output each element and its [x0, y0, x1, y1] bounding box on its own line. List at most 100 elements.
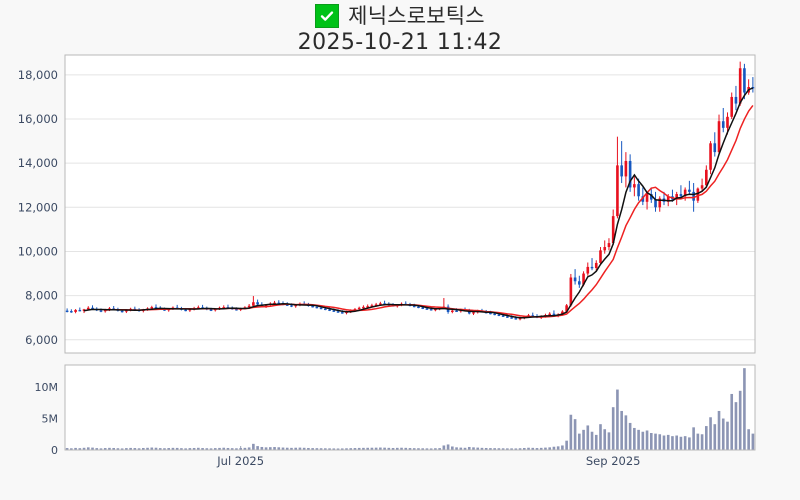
- candlestick-chart[interactable]: 6,000 8,000 10,000 12,000 14,000 16,000 18,000…: [0, 52, 800, 500]
- candle-body: [421, 307, 425, 309]
- volume-bar: [82, 447, 86, 450]
- candle-body: [285, 304, 289, 306]
- volume-bar: [332, 448, 336, 450]
- volume-bar: [451, 446, 454, 450]
- volume-bar: [628, 422, 632, 450]
- volume-bar: [561, 445, 564, 450]
- candle-body: [709, 143, 712, 170]
- volume-bar: [137, 448, 141, 450]
- volume-bar: [125, 448, 128, 450]
- volume-bar: [404, 447, 408, 450]
- candle-body: [311, 305, 314, 308]
- volume-bar: [103, 448, 107, 450]
- volume-bar: [734, 402, 738, 450]
- volume-ytick-label: 0: [51, 444, 58, 457]
- volume-bar: [256, 446, 259, 450]
- volume-bar: [616, 389, 619, 450]
- volume-bar: [112, 447, 115, 450]
- volume-bar: [641, 431, 645, 450]
- price-ytick-label: 18,000: [18, 68, 58, 82]
- candle-body: [738, 68, 742, 104]
- chart-container[interactable]: 6,000 8,000 10,000 12,000 14,000 16,000 18,000…: [0, 52, 800, 500]
- volume-bar: [603, 429, 607, 450]
- candle-body: [120, 310, 124, 313]
- volume-bar: [374, 447, 378, 450]
- candle-body: [603, 247, 607, 251]
- volume-bar: [302, 447, 306, 450]
- candle-body: [666, 196, 670, 202]
- volume-bar: [688, 437, 691, 450]
- volume-bar: [442, 445, 446, 450]
- price-ytick-label: 16,000: [18, 112, 58, 126]
- candle-body: [150, 307, 154, 309]
- volume-bar: [353, 448, 357, 450]
- volume-bar: [395, 447, 399, 450]
- volume-bar: [463, 447, 467, 450]
- candle-body: [65, 310, 69, 313]
- candle-body: [510, 317, 513, 319]
- candle-body: [675, 194, 678, 200]
- volume-bar: [480, 447, 484, 450]
- volume-bar: [658, 434, 662, 450]
- volume-bar: [497, 448, 501, 450]
- candle-body: [467, 310, 471, 314]
- volume-bar: [379, 447, 382, 450]
- volume-bar: [133, 448, 137, 450]
- volume-bar: [738, 390, 742, 450]
- candle-body: [649, 194, 653, 200]
- candle-body: [264, 304, 268, 307]
- volume-bar: [184, 448, 187, 450]
- volume-bar: [298, 447, 302, 450]
- candle-body: [103, 309, 107, 312]
- candle-body: [91, 307, 94, 310]
- volume-bar: [713, 424, 717, 450]
- candle-body: [429, 309, 433, 311]
- x-tick-label: Jul 2025: [216, 454, 264, 468]
- candle-body: [362, 306, 365, 309]
- volume-bar: [620, 410, 623, 450]
- volume-bar: [357, 447, 361, 450]
- volume-bar: [599, 424, 602, 450]
- volume-bar: [434, 448, 437, 450]
- candle-body: [573, 277, 577, 282]
- check-icon[interactable]: [315, 4, 340, 28]
- candle-body: [654, 199, 657, 208]
- volume-bar: [391, 447, 395, 450]
- volume-bar: [239, 448, 242, 450]
- volume-bar: [285, 447, 289, 450]
- candle-body: [489, 312, 492, 315]
- volume-bar: [501, 448, 505, 450]
- price-ytick-label: 12,000: [18, 200, 58, 214]
- volume-bar: [743, 368, 746, 450]
- candle-body: [319, 307, 323, 310]
- volume-bar: [535, 448, 539, 450]
- volume-bar: [78, 448, 82, 450]
- candle-body: [493, 313, 496, 316]
- volume-bar: [467, 446, 471, 450]
- candle-body: [616, 165, 619, 217]
- volume-bar: [264, 447, 268, 450]
- candle-body: [417, 306, 420, 309]
- candle-body: [78, 309, 82, 312]
- volume-bar: [383, 447, 386, 450]
- volume-bar: [222, 447, 226, 450]
- volume-bar: [116, 448, 120, 450]
- candle-body: [751, 87, 755, 89]
- price-ytick-label: 6,000: [25, 333, 58, 347]
- candle-body: [451, 310, 454, 313]
- candle-body: [455, 310, 458, 313]
- candle-body: [324, 308, 327, 311]
- volume-bar: [175, 447, 179, 450]
- volume-bar: [611, 407, 615, 450]
- candle-body: [497, 314, 501, 316]
- volume-bar: [268, 447, 272, 450]
- volume-bar: [717, 410, 721, 450]
- volume-bar: [336, 448, 340, 450]
- candle-body: [730, 96, 734, 117]
- volume-bar: [666, 434, 670, 450]
- candle-body: [163, 309, 166, 311]
- volume-bar: [412, 448, 416, 450]
- candle-body: [425, 308, 429, 310]
- volume-bars: [65, 368, 755, 450]
- volume-bar: [349, 448, 353, 450]
